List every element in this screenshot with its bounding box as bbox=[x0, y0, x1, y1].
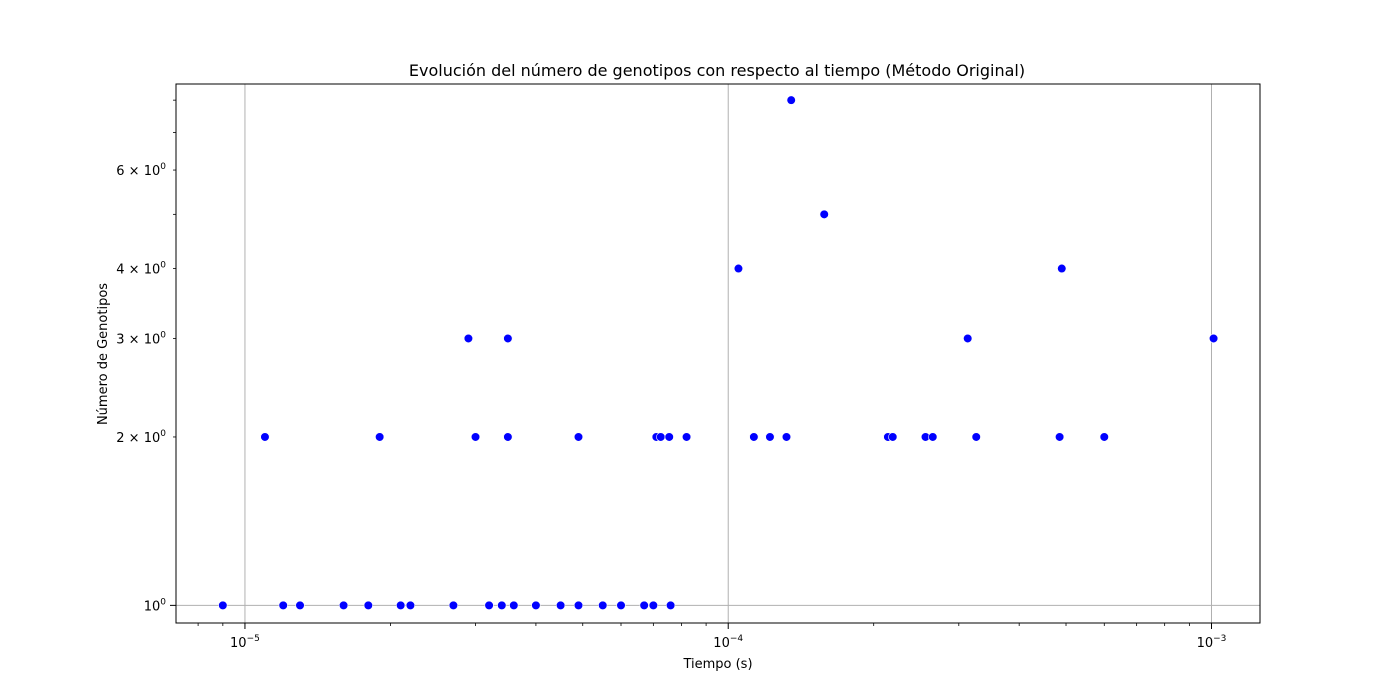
x-tick-label: 10−3 bbox=[1197, 634, 1227, 651]
data-point bbox=[1208, 333, 1219, 344]
data-point bbox=[375, 432, 385, 442]
chart-title: Evolución del número de genotipos con re… bbox=[409, 61, 1025, 80]
data-point bbox=[470, 432, 481, 442]
data-point bbox=[786, 95, 796, 105]
y-axis-ticks: 100 2 × 100 3 × 100 4 × 100 6 × 100 bbox=[116, 99, 176, 614]
data-point bbox=[963, 333, 973, 344]
data-point bbox=[509, 600, 519, 610]
data-point bbox=[463, 333, 474, 344]
data-point bbox=[503, 333, 513, 344]
data-point bbox=[278, 600, 288, 610]
data-point bbox=[888, 432, 898, 442]
data-point bbox=[733, 263, 744, 274]
data-point bbox=[531, 600, 541, 610]
data-point bbox=[765, 432, 775, 442]
data-point bbox=[396, 600, 406, 610]
data-point bbox=[656, 432, 666, 442]
data-point bbox=[749, 432, 759, 442]
data-point bbox=[781, 432, 792, 442]
y-tick-label: 100 bbox=[144, 597, 167, 614]
data-point bbox=[1055, 432, 1065, 442]
data-point bbox=[497, 600, 507, 610]
x-tick-label: 10−5 bbox=[230, 634, 260, 651]
data-point bbox=[664, 432, 674, 442]
y-tick-label: 3 × 100 bbox=[116, 330, 166, 347]
data-point bbox=[1099, 432, 1109, 442]
grid-lines bbox=[176, 84, 1260, 623]
y-axis-label: Número de Genotipos bbox=[96, 283, 111, 425]
data-point bbox=[503, 432, 513, 442]
data-point bbox=[405, 600, 416, 610]
plot-frame bbox=[175, 83, 1261, 624]
data-points bbox=[218, 95, 1219, 610]
data-point bbox=[598, 600, 608, 610]
data-point bbox=[556, 600, 566, 610]
data-point bbox=[819, 209, 829, 219]
x-axis-label: Tiempo (s) bbox=[682, 657, 752, 672]
data-point bbox=[484, 600, 494, 610]
data-point bbox=[928, 432, 938, 442]
data-point bbox=[681, 432, 692, 442]
y-tick-label: 6 × 100 bbox=[116, 162, 166, 179]
x-axis-ticks: 10−5 10−4 10−3 bbox=[197, 623, 1227, 651]
data-point bbox=[295, 600, 305, 610]
data-point bbox=[639, 600, 649, 610]
data-point bbox=[1057, 263, 1067, 274]
x-tick-label: 10−4 bbox=[713, 634, 743, 651]
data-point bbox=[218, 600, 228, 610]
data-point bbox=[573, 432, 584, 442]
data-point bbox=[260, 432, 270, 442]
data-point bbox=[616, 600, 626, 610]
data-point bbox=[448, 600, 459, 610]
data-point bbox=[971, 432, 981, 442]
data-point bbox=[338, 600, 349, 610]
data-point bbox=[666, 600, 676, 610]
data-point bbox=[648, 600, 658, 610]
y-tick-label: 2 × 100 bbox=[116, 429, 166, 446]
data-point bbox=[363, 600, 373, 610]
data-point bbox=[573, 600, 584, 610]
y-tick-label: 4 × 100 bbox=[116, 261, 166, 278]
